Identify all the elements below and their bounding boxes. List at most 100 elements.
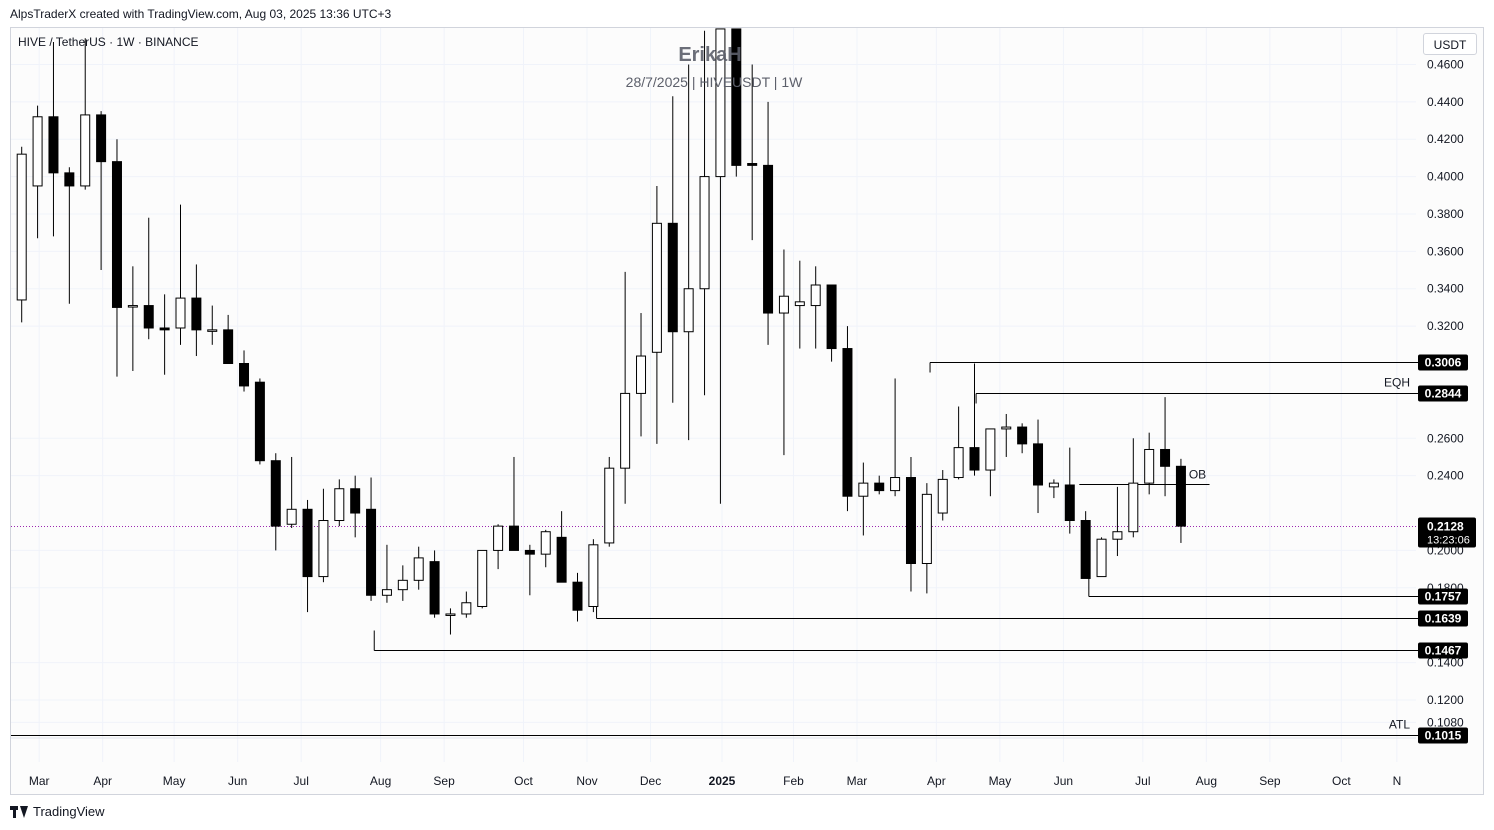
level-tag: 0.1639 (1418, 610, 1468, 627)
candle (763, 101, 774, 345)
candle (1175, 458, 1186, 543)
candle (286, 456, 297, 528)
watermark-subtitle: 28/7/2025 | HIVEUSDT | 1W (625, 74, 803, 90)
current-price-countdown: 13:23:06 (1427, 534, 1470, 546)
time-tick-label: Nov (576, 774, 597, 788)
candle (1160, 397, 1171, 497)
price-tick-label: 0.2600 (1427, 431, 1464, 445)
candle-body-up (953, 447, 964, 479)
candle (1048, 479, 1059, 499)
candle (1033, 419, 1044, 514)
time-tick-label: Jul (294, 774, 309, 788)
level-tag-bg (1418, 642, 1468, 659)
time-tick-label: Oct (514, 774, 533, 788)
candle (239, 350, 250, 392)
candle-body-down (731, 28, 742, 166)
candle (302, 499, 313, 613)
candle (524, 544, 535, 596)
candle-body-up (1001, 426, 1012, 430)
level-tag: 0.1467 (1418, 642, 1468, 659)
candle (604, 456, 615, 547)
candle-body-down (842, 348, 853, 497)
candle-body-up (810, 284, 821, 307)
candle (334, 479, 345, 527)
candle (826, 284, 837, 362)
candle (429, 550, 440, 618)
candle-body-up (1112, 531, 1123, 540)
tradingview-footer[interactable]: TradingView (10, 804, 105, 819)
level-tag: 0.1015 ATL (1389, 718, 1468, 744)
currency-selector[interactable]: USDT (1423, 33, 1477, 55)
levels-layer: OB (11, 362, 1418, 736)
candle (64, 167, 75, 304)
level-tag-bg (1418, 727, 1468, 744)
watermark-title: ErikaH (678, 44, 742, 66)
candle-body-down (1064, 484, 1075, 522)
candle-body-up (588, 544, 599, 607)
candle (858, 462, 869, 536)
candles-layer (16, 28, 1186, 635)
candle-body-down (254, 381, 265, 462)
candle (445, 608, 456, 635)
candle (318, 488, 329, 583)
candle (937, 470, 948, 521)
level-tag-bg (1418, 354, 1468, 371)
candle (270, 453, 281, 551)
candle-body-down (159, 327, 170, 331)
candle-body-up (636, 355, 647, 394)
candle-body-up (445, 613, 456, 616)
candle-body-up (985, 428, 996, 471)
time-tick-label: May (989, 774, 1012, 788)
candle-body-up (1128, 482, 1139, 533)
current-price-value: 0.2128 (1427, 519, 1464, 533)
time-tick-label: Apr (927, 774, 946, 788)
candle (159, 294, 170, 375)
candle-body-down (572, 581, 583, 611)
level-tag-text: 0.3006 (1425, 356, 1462, 370)
candle (80, 38, 91, 190)
candle-body-up (127, 305, 138, 308)
candle (96, 111, 107, 271)
level-tags: 0.3006 0.2844 EQH 0.1757 0.1639 0.1467 0.1015 A… (1384, 354, 1476, 744)
candle (397, 565, 408, 601)
candle (191, 264, 202, 357)
level-annotation: ATL (1389, 718, 1410, 732)
level-tag-text: 0.1467 (1425, 644, 1462, 658)
candle-body-down (48, 116, 59, 174)
time-tick-label: May (163, 774, 186, 788)
time-tick-label: Jun (1054, 774, 1073, 788)
candle (1001, 413, 1012, 457)
time-tick-label: Apr (93, 774, 112, 788)
candle-body-up (620, 392, 631, 469)
candle-body-down (556, 536, 567, 583)
candle-body-up (699, 176, 710, 290)
candle-body-down (667, 222, 678, 333)
candle-body-up (397, 579, 408, 591)
candle (731, 28, 742, 177)
candle-body-down (826, 284, 837, 350)
candle-body-up (651, 222, 662, 353)
candle (1128, 438, 1139, 538)
candle (810, 266, 821, 349)
candle (381, 544, 392, 603)
candle-body-up (286, 508, 297, 525)
chart-credit-line: AlpsTraderX created with TradingView.com… (10, 7, 392, 21)
candle-body-up (604, 467, 615, 544)
candle-body-down (905, 477, 916, 564)
candle (32, 105, 43, 239)
price-tick-label: 0.4400 (1427, 95, 1464, 109)
candle-body-up (890, 477, 901, 492)
candle-body-up (381, 589, 392, 596)
price-tick-label: 0.3200 (1427, 319, 1464, 333)
candle-body-up (461, 602, 472, 615)
candle (905, 456, 916, 592)
candle-body-down (350, 488, 361, 514)
current-price-bg (1418, 517, 1476, 548)
candle (207, 305, 218, 345)
time-axis: Mar Apr May Jun Jul Aug Sep Oct Nov Dec 2025 Feb Mar… (29, 774, 1401, 788)
level-tag-text: 0.1757 (1425, 590, 1462, 604)
candle-body-up (683, 288, 694, 333)
time-tick-label: Oct (1332, 774, 1351, 788)
candle (111, 139, 122, 377)
